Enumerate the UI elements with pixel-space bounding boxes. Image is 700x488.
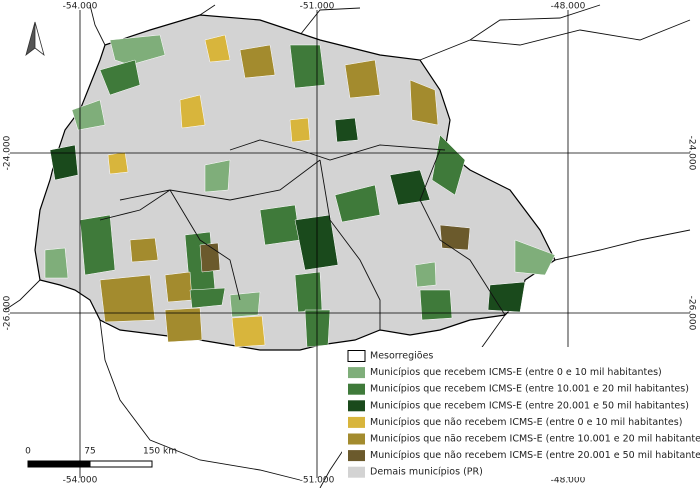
coord-label: -26.000 (3, 295, 13, 330)
municipality (71, 99, 106, 131)
municipality (239, 44, 276, 79)
legend-swatch (347, 350, 366, 362)
municipality (419, 289, 453, 321)
municipality (294, 214, 339, 271)
municipality (334, 117, 359, 143)
coord-label: -51.000 (300, 2, 335, 12)
municipality (107, 151, 129, 175)
legend-label: Municípios que recebem ICMS-E (entre 0 e… (370, 367, 662, 378)
coord-label: -48.000 (551, 2, 586, 12)
municipality (289, 117, 311, 143)
municipality (514, 239, 556, 276)
municipality (304, 309, 331, 348)
municipality (179, 94, 206, 129)
legend-swatch (348, 450, 365, 462)
municipality (294, 271, 323, 313)
scale-label: 75 (84, 447, 95, 457)
legend-label: Municípios que não recebem ICMS-E (entre… (370, 450, 700, 461)
scale-label: 0 (25, 447, 31, 457)
legend: Mesorregiões Municípios que recebem ICMS-… (342, 347, 700, 478)
legend-swatch (348, 383, 365, 395)
legend-label: Municípios que recebem ICMS-E (entre 20.… (370, 400, 689, 411)
north-arrow (25, 21, 45, 57)
municipality (199, 242, 221, 273)
municipality (99, 274, 156, 323)
municipality (439, 224, 471, 251)
coord-label: -26.000 (687, 296, 697, 331)
legend-swatch (348, 367, 365, 379)
municipality (164, 307, 203, 343)
coord-label: -54.000 (63, 2, 98, 12)
municipality (259, 204, 301, 246)
coord-label: -51.000 (300, 476, 335, 486)
municipality (414, 261, 437, 288)
municipality (204, 159, 231, 193)
municipality (231, 315, 266, 348)
municipality (44, 247, 69, 279)
municipality (109, 34, 166, 66)
legend-swatch (348, 416, 365, 428)
municipality (164, 271, 193, 303)
municipality (49, 144, 79, 181)
scale-label: 150 km (143, 447, 177, 457)
municipality (389, 169, 431, 206)
municipality (289, 44, 326, 89)
legend-swatch (348, 400, 365, 412)
legend-swatch (348, 433, 365, 445)
legend-label: Municípios que recebem ICMS-E (entre 10.… (370, 384, 689, 395)
coord-label: -54.000 (63, 476, 98, 486)
municipality (487, 281, 526, 313)
municipality (334, 184, 381, 223)
municipality (409, 79, 439, 126)
legend-label: Municípios que não recebem ICMS-E (entre… (370, 434, 700, 445)
coord-label: -48.000 (551, 476, 586, 486)
municipality (229, 291, 261, 318)
graticule-labels: -54.000 -51.000 -48.000 -54.000 -51.000 … (3, 2, 697, 486)
municipality (204, 34, 231, 63)
legend-swatch (348, 466, 365, 478)
scale-bar: 0 75 150 km (25, 447, 177, 468)
municipality (189, 287, 226, 309)
municipality (99, 59, 141, 96)
legend-label: Mesorregiões (370, 351, 433, 362)
coord-label: -24.000 (687, 136, 697, 171)
coord-label: -24.000 (3, 135, 13, 170)
legend-label: Municípios que não recebem ICMS-E (entre… (370, 417, 682, 428)
legend-label: Demais municípios (PR) (370, 467, 483, 478)
municipality (79, 214, 116, 276)
mesoregion-border (99, 139, 506, 330)
municipality (344, 59, 381, 99)
municipality (129, 237, 159, 263)
